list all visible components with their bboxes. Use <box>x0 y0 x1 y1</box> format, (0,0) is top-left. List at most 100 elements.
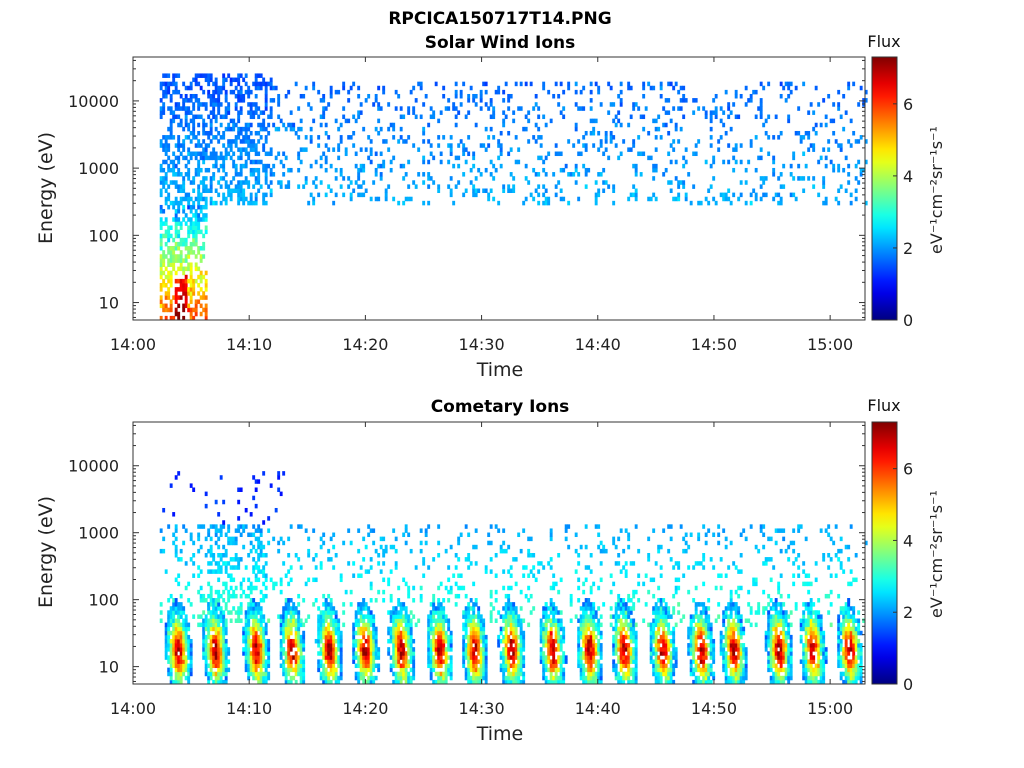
flux-cell <box>507 586 510 590</box>
flux-cell <box>237 565 240 569</box>
flux-cell <box>255 504 258 508</box>
flux-cell <box>202 651 205 655</box>
flux-cell <box>160 267 163 272</box>
flux-cell <box>527 537 530 541</box>
flux-cell <box>632 659 635 663</box>
flux-cell <box>615 672 618 676</box>
flux-cell <box>620 647 623 651</box>
flux-cell <box>437 135 440 140</box>
flux-cell <box>285 602 288 606</box>
flux-cell <box>225 672 228 676</box>
flux-cell <box>255 528 258 532</box>
flux-cell <box>652 623 655 627</box>
flux-cell <box>342 82 345 87</box>
flux-cell <box>372 668 375 672</box>
flux-cell <box>260 627 263 631</box>
flux-cell <box>755 90 758 95</box>
flux-cell <box>560 643 563 647</box>
flux-cell <box>315 565 318 569</box>
flux-cell <box>620 123 623 128</box>
flux-cell <box>205 614 208 618</box>
flux-cell <box>580 619 583 623</box>
flux-cell <box>217 98 220 103</box>
flux-cell <box>612 102 615 107</box>
flux-cell <box>300 659 303 663</box>
flux-cell <box>222 668 225 672</box>
flux-cell <box>707 189 710 194</box>
flux-cell <box>182 102 185 107</box>
flux-cell <box>200 230 203 235</box>
flux-cell <box>160 86 163 91</box>
flux-cell <box>432 655 435 659</box>
flux-cell <box>212 672 215 676</box>
flux-cell <box>285 623 288 627</box>
flux-cell <box>217 131 220 136</box>
flux-cell <box>260 647 263 651</box>
flux-cell <box>302 655 305 659</box>
flux-cell <box>370 614 373 618</box>
flux-cell <box>247 102 250 107</box>
flux-cell <box>235 86 238 91</box>
flux-cell <box>412 639 415 643</box>
flux-cell <box>355 655 358 659</box>
flux-cell <box>295 659 298 663</box>
flux-cell <box>647 553 650 557</box>
flux-cell <box>590 82 593 87</box>
flux-cell <box>542 168 545 173</box>
flux-cell <box>360 168 363 173</box>
flux-cell <box>537 156 540 161</box>
flux-cell <box>177 258 180 263</box>
flux-cell <box>437 143 440 148</box>
flux-cell <box>210 668 213 672</box>
flux-cell <box>500 639 503 643</box>
flux-cell <box>175 631 178 635</box>
flux-cell <box>167 279 170 284</box>
flux-cell <box>562 115 565 120</box>
flux-cell <box>505 676 508 680</box>
flux-cell <box>225 184 228 189</box>
flux-cell <box>620 102 623 107</box>
flux-cell <box>470 168 473 173</box>
flux-cell <box>170 676 173 680</box>
flux-cell <box>325 651 328 655</box>
flux-cell <box>342 193 345 198</box>
flux-cell <box>595 119 598 124</box>
flux-cell <box>262 168 265 173</box>
flux-cell <box>250 631 253 635</box>
flux-cell <box>187 201 190 206</box>
flux-cell <box>180 651 183 655</box>
flux-cell <box>260 569 263 573</box>
flux-cell <box>182 610 185 614</box>
flux-cell <box>347 561 350 565</box>
flux-cell <box>260 73 263 78</box>
flux-cell <box>340 172 343 177</box>
flux-cell <box>547 655 550 659</box>
flux-cell <box>450 643 453 647</box>
flux-cell <box>202 123 205 128</box>
flux-cell <box>362 602 365 606</box>
flux-cell <box>202 594 205 598</box>
flux-cell <box>825 123 828 128</box>
flux-cell <box>637 135 640 140</box>
flux-cell <box>857 139 860 144</box>
flux-cell <box>557 639 560 643</box>
flux-cell <box>712 156 715 161</box>
flux-cell <box>170 651 173 655</box>
flux-cell <box>797 106 800 111</box>
flux-cell <box>217 631 220 635</box>
flux-cell <box>230 541 233 545</box>
flux-cell <box>400 127 403 132</box>
flux-cell <box>490 610 493 614</box>
flux-cell <box>517 619 520 623</box>
flux-cell <box>237 528 240 532</box>
flux-cell <box>715 115 718 120</box>
flux-cell <box>262 647 265 651</box>
flux-cell <box>422 573 425 577</box>
flux-cell <box>617 631 620 635</box>
flux-cell <box>590 553 593 557</box>
flux-cell <box>675 176 678 181</box>
flux-cell <box>405 631 408 635</box>
flux-cell <box>595 197 598 202</box>
flux-cell <box>185 135 188 140</box>
flux-cell <box>447 655 450 659</box>
